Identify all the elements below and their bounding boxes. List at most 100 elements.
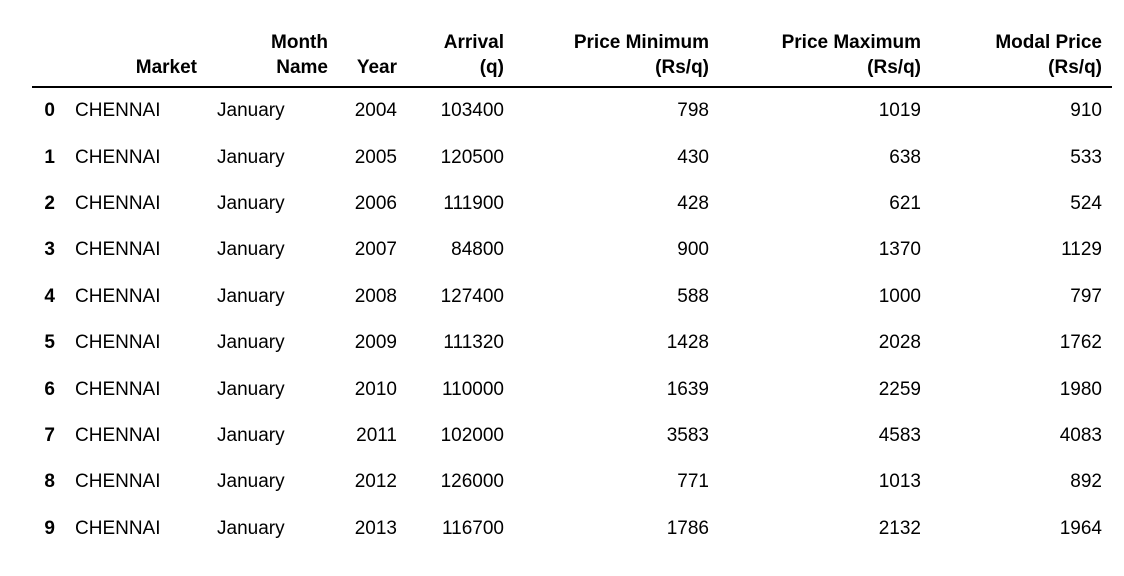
- cell-arrival: 126000: [440, 471, 504, 493]
- cell-price-minimum: 428: [677, 192, 709, 214]
- cell-year: 2004: [354, 100, 397, 122]
- cell-month-name: January: [217, 146, 285, 168]
- cell-modal-price: 524: [1070, 192, 1102, 214]
- cell-year: 2011: [356, 424, 397, 446]
- row-index: 6: [44, 378, 55, 400]
- cell-modal-price: 1964: [1059, 517, 1102, 539]
- column-header-line: Name: [276, 57, 328, 78]
- cell-price-maximum: 1000: [878, 285, 921, 307]
- cell-year: 2008: [354, 285, 397, 307]
- table-row: 1 CHENNAI January 2005 120500 430 638 533: [32, 134, 1112, 180]
- cell-year: 2005: [354, 146, 397, 168]
- cell-month-name: January: [217, 424, 285, 446]
- cell-price-minimum: 1639: [666, 378, 709, 400]
- table-row: 5 CHENNAI January 2009 111320 1428 2028 1762: [32, 320, 1112, 366]
- cell-modal-price: 1129: [1061, 239, 1102, 261]
- column-header-line: (Rs/q): [1048, 57, 1102, 78]
- row-index: 9: [44, 517, 55, 539]
- cell-price-minimum: 430: [677, 146, 709, 168]
- cell-modal-price: 1762: [1059, 332, 1102, 354]
- table-row: 6 CHENNAI January 2010 110000 1639 2259 1980: [32, 366, 1112, 412]
- cell-arrival: 102000: [440, 424, 504, 446]
- cell-month-name: January: [217, 100, 285, 122]
- cell-arrival: 110000: [442, 378, 504, 400]
- table-header: Market Month Name Year Arrival (q) Price M…: [32, 30, 1112, 88]
- table-body: 0 CHENNAI January 2004 103400 798 1019 910 1 CHEN…: [32, 87, 1112, 552]
- cell-price-maximum: 1013: [878, 471, 921, 493]
- dataframe-table: Market Month Name Year Arrival (q) Price M…: [32, 30, 1112, 552]
- cell-year: 2006: [354, 192, 397, 214]
- cell-price-maximum: 1019: [878, 100, 921, 122]
- column-header-line: Price Minimum: [573, 32, 709, 53]
- cell-modal-price: 797: [1070, 285, 1102, 307]
- cell-price-minimum: 1428: [666, 332, 709, 354]
- cell-year: 2007: [354, 239, 397, 261]
- cell-modal-price: 910: [1070, 100, 1102, 122]
- table-row: 2 CHENNAI January 2006 111900 428 621 524: [32, 181, 1112, 227]
- cell-market: CHENNAI: [75, 285, 161, 307]
- cell-price-maximum: 2132: [878, 517, 921, 539]
- column-header-line: Arrival: [443, 32, 504, 53]
- cell-price-minimum: 900: [677, 239, 709, 261]
- cell-market: CHENNAI: [75, 192, 161, 214]
- row-index: 2: [44, 192, 55, 214]
- cell-market: CHENNAI: [75, 146, 161, 168]
- cell-price-minimum: 1786: [666, 517, 709, 539]
- table-row: 0 CHENNAI January 2004 103400 798 1019 910: [32, 87, 1112, 134]
- cell-modal-price: 1980: [1059, 378, 1102, 400]
- cell-arrival: 120500: [440, 146, 504, 168]
- cell-arrival: 103400: [440, 100, 504, 122]
- cell-market: CHENNAI: [75, 378, 161, 400]
- cell-month-name: January: [217, 471, 285, 493]
- cell-arrival: 127400: [440, 285, 504, 307]
- column-header-line: Market: [135, 57, 197, 78]
- cell-month-name: January: [217, 285, 285, 307]
- row-index: 7: [44, 424, 55, 446]
- cell-year: 2013: [354, 517, 397, 539]
- cell-month-name: January: [217, 239, 285, 261]
- cell-market: CHENNAI: [75, 471, 161, 493]
- column-header-month-name: Month Name: [207, 30, 338, 88]
- cell-price-minimum: 798: [677, 100, 709, 122]
- cell-price-minimum: 3583: [666, 424, 709, 446]
- cell-modal-price: 892: [1070, 471, 1102, 493]
- cell-year: 2009: [354, 332, 397, 354]
- cell-arrival: 111900: [443, 192, 504, 214]
- column-header-arrival: Arrival (q): [407, 30, 514, 88]
- table-row: 3 CHENNAI January 2007 84800 900 1370 1129: [32, 227, 1112, 273]
- header-row: Market Month Name Year Arrival (q) Price M…: [32, 30, 1112, 88]
- column-header-line: Modal Price: [995, 32, 1102, 53]
- cell-market: CHENNAI: [75, 239, 161, 261]
- column-header-price-maximum: Price Maximum (Rs/q): [719, 30, 931, 88]
- index-header: [32, 30, 65, 88]
- table-row: 9 CHENNAI January 2013 116700 1786 2132 1964: [32, 506, 1112, 552]
- row-index: 4: [44, 285, 55, 307]
- cell-price-maximum: 2259: [878, 378, 921, 400]
- column-header-line: (Rs/q): [655, 57, 709, 78]
- cell-month-name: January: [217, 332, 285, 354]
- row-index: 3: [44, 239, 55, 261]
- cell-arrival: 116700: [442, 517, 504, 539]
- table-row: 7 CHENNAI January 2011 102000 3583 4583 4083: [32, 413, 1112, 459]
- column-header-line: Year: [356, 57, 397, 78]
- cell-price-maximum: 621: [889, 192, 921, 214]
- column-header-modal-price: Modal Price (Rs/q): [931, 30, 1112, 88]
- cell-year: 2012: [354, 471, 397, 493]
- dataframe-output: Market Month Name Year Arrival (q) Price M…: [32, 30, 1112, 552]
- cell-price-maximum: 4583: [878, 424, 921, 446]
- cell-market: CHENNAI: [75, 424, 161, 446]
- column-header-line: Month: [271, 32, 328, 53]
- cell-month-name: January: [217, 378, 285, 400]
- cell-modal-price: 4083: [1059, 424, 1102, 446]
- cell-price-maximum: 2028: [878, 332, 921, 354]
- column-header-year: Year: [338, 30, 407, 88]
- row-index: 0: [44, 100, 55, 122]
- row-index: 5: [44, 332, 55, 354]
- cell-price-maximum: 638: [889, 146, 921, 168]
- row-index: 8: [44, 471, 55, 493]
- cell-market: CHENNAI: [75, 332, 161, 354]
- cell-price-minimum: 588: [677, 285, 709, 307]
- column-header-price-minimum: Price Minimum (Rs/q): [514, 30, 719, 88]
- column-header-line: (q): [479, 57, 504, 78]
- column-header-market: Market: [65, 30, 207, 88]
